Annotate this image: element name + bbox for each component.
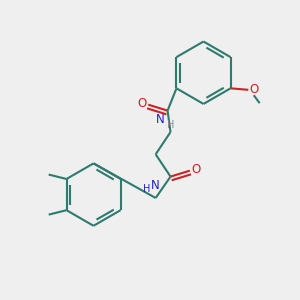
Text: O: O [192, 163, 201, 176]
Text: N: N [156, 113, 165, 126]
Text: N: N [151, 179, 160, 192]
Text: H: H [167, 120, 175, 130]
Text: H: H [143, 184, 150, 194]
Text: O: O [249, 83, 258, 96]
Text: O: O [137, 97, 146, 110]
